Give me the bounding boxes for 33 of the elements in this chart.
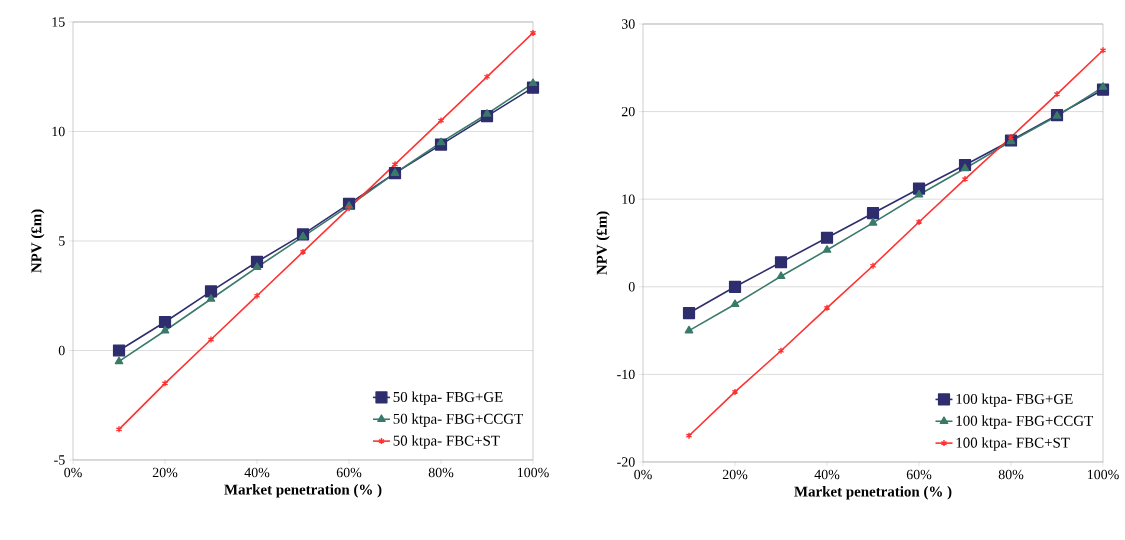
y-axis-title: NPV (£m) — [30, 209, 45, 273]
legend-label: 100 ktpa- FBG+CCGT — [956, 415, 1093, 429]
y-tick-label: -5 — [54, 455, 65, 465]
x-tick-label: 100% — [517, 467, 549, 478]
legend-label: 50 ktpa- FBG+GE — [393, 391, 503, 406]
y-tick-label: 10 — [622, 194, 635, 204]
x-tick-label: 40% — [814, 469, 840, 480]
y-tick-label: 10 — [52, 126, 65, 137]
y-tick-label: -20 — [617, 457, 635, 467]
y-tick-label: 30 — [621, 19, 635, 29]
x-tick-label: 0% — [634, 469, 652, 480]
x-tick-label: 20% — [722, 469, 748, 480]
x-tick-label: 100% — [1087, 469, 1119, 480]
x-tick-label: 80% — [998, 469, 1024, 480]
legend-label: 50 ktpa- FBC+ST — [393, 435, 500, 449]
y-tick-label: 0 — [58, 345, 65, 356]
x-tick-label: 40% — [244, 467, 270, 478]
legend-label: 50 ktpa- FBG+CCGT — [393, 413, 523, 427]
y-tick-label: -10 — [617, 369, 635, 380]
x-tick-label: 80% — [428, 467, 454, 478]
x-tick-label: 60% — [906, 469, 932, 480]
x-tick-label: 20% — [152, 467, 178, 478]
x-axis-title: Market penetration (% ) — [794, 486, 952, 500]
x-tick-label: 60% — [336, 467, 362, 478]
legend-label: 100 ktpa- FBG+GE — [956, 393, 1073, 408]
y-tick-label: 15 — [52, 17, 65, 27]
legend-label: 100 ktpa- FBC+ST — [956, 437, 1070, 451]
y-tick-label: 20 — [621, 106, 635, 117]
x-tick-label: 0% — [64, 467, 82, 478]
x-axis-title: Market penetration (% ) — [224, 484, 382, 498]
y-tick-label: 0 — [628, 282, 635, 292]
y-axis-title: NPV (£m) — [596, 211, 610, 275]
y-tick-label: 5 — [59, 236, 65, 246]
